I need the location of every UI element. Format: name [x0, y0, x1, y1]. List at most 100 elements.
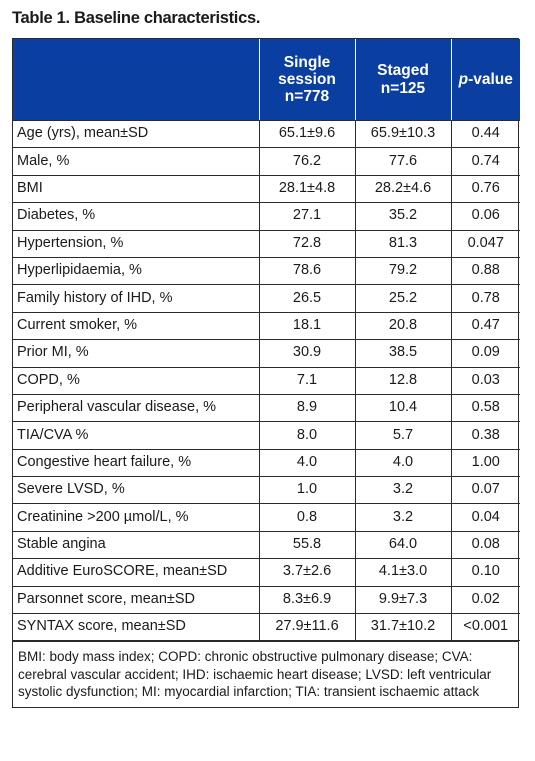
row-p-value: 0.44: [450, 119, 520, 149]
table-row: Diabetes, % 27.1 35.2 0.06: [13, 202, 520, 231]
table-row: Male, % 76.2 77.6 0.74: [13, 147, 520, 176]
row-label: Family history of IHD, %: [13, 284, 260, 313]
row-single-value: 28.1±4.8: [258, 174, 356, 204]
row-label: Male, %: [13, 147, 260, 176]
row-p-value: 0.07: [450, 476, 520, 505]
row-staged-value: 4.1±3.0: [354, 558, 452, 587]
row-staged-value: 10.4: [354, 393, 452, 423]
row-label: Severe LVSD, %: [13, 476, 260, 505]
row-p-value: 0.02: [450, 585, 520, 615]
header-p-value: p-value: [450, 39, 520, 121]
table-row: Congestive heart failure, % 4.0 4.0 1.00: [13, 448, 520, 478]
row-p-value: <0.001: [450, 613, 520, 642]
row-single-value: 8.0: [258, 421, 356, 450]
row-label: TIA/CVA %: [13, 421, 260, 450]
row-label: Prior MI, %: [13, 339, 260, 368]
table-row: Prior MI, % 30.9 38.5 0.09: [13, 339, 520, 368]
table-row: Hypertension, % 72.8 81.3 0.047: [13, 229, 520, 258]
row-staged-value: 5.7: [354, 421, 452, 450]
header-p-italic: p: [458, 70, 469, 88]
row-p-value: 0.06: [450, 202, 520, 231]
header-p-rest: -value: [468, 70, 513, 88]
row-p-value: 0.74: [450, 147, 520, 176]
row-label: Age (yrs), mean±SD: [13, 119, 260, 149]
row-p-value: 0.78: [450, 284, 520, 313]
row-staged-value: 28.2±4.6: [354, 174, 452, 204]
row-single-value: 0.8: [258, 503, 356, 532]
row-p-value: 0.88: [450, 256, 520, 286]
row-staged-value: 3.2: [354, 476, 452, 505]
row-staged-value: 3.2: [354, 503, 452, 532]
row-staged-value: 35.2: [354, 202, 452, 231]
header-staged-line2: n=125: [380, 79, 426, 97]
row-label: BMI: [13, 174, 260, 204]
row-p-value: 1.00: [450, 448, 520, 478]
row-p-value: 0.03: [450, 366, 520, 395]
table-row: Age (yrs), mean±SD 65.1±9.6 65.9±10.3 0.…: [13, 119, 520, 149]
header-single-session: Single session n=778: [258, 39, 356, 121]
table-row: BMI 28.1±4.8 28.2±4.6 0.76: [13, 174, 520, 204]
row-staged-value: 77.6: [354, 147, 452, 176]
row-single-value: 27.1: [258, 202, 356, 231]
row-staged-value: 64.0: [354, 530, 452, 560]
row-label: Creatinine >200 µmol/L, %: [13, 503, 260, 532]
table-row: TIA/CVA % 8.0 5.7 0.38: [13, 421, 520, 450]
row-label: COPD, %: [13, 366, 260, 395]
row-label: Hypertension, %: [13, 229, 260, 258]
table-row: Severe LVSD, % 1.0 3.2 0.07: [13, 476, 520, 505]
header-staged: Staged n=125: [354, 39, 452, 121]
row-single-value: 1.0: [258, 476, 356, 505]
row-single-value: 30.9: [258, 339, 356, 368]
row-label: Stable angina: [13, 530, 260, 560]
row-staged-value: 25.2: [354, 284, 452, 313]
table-row: Parsonnet score, mean±SD 8.3±6.9 9.9±7.3…: [13, 585, 520, 615]
row-single-value: 78.6: [258, 256, 356, 286]
table-row: SYNTAX score, mean±SD 27.9±11.6 31.7±10.…: [13, 613, 520, 642]
row-p-value: 0.09: [450, 339, 520, 368]
row-p-value: 0.10: [450, 558, 520, 587]
row-label: Congestive heart failure, %: [13, 448, 260, 478]
header-staged-line1: Staged: [377, 62, 429, 80]
table-row: Peripheral vascular disease, % 8.9 10.4 …: [13, 393, 520, 423]
row-staged-value: 31.7±10.2: [354, 613, 452, 642]
row-single-value: 18.1: [258, 311, 356, 341]
row-staged-value: 79.2: [354, 256, 452, 286]
header-single-line3: n=778: [284, 88, 330, 106]
row-single-value: 4.0: [258, 448, 356, 478]
row-staged-value: 12.8: [354, 366, 452, 395]
table-footnote: BMI: body mass index; COPD: chronic obst…: [13, 641, 518, 707]
table-row: Current smoker, % 18.1 20.8 0.47: [13, 311, 520, 341]
row-staged-value: 9.9±7.3: [354, 585, 452, 615]
table-body: Age (yrs), mean±SD 65.1±9.6 65.9±10.3 0.…: [13, 119, 520, 642]
row-single-value: 65.1±9.6: [258, 119, 356, 149]
row-single-value: 27.9±11.6: [258, 613, 356, 642]
row-label: Peripheral vascular disease, %: [13, 393, 260, 423]
row-staged-value: 4.0: [354, 448, 452, 478]
header-single-line1: Single: [283, 53, 331, 71]
row-staged-value: 81.3: [354, 229, 452, 258]
header-row: Single session n=778 Staged n=125 p-valu…: [13, 39, 520, 121]
row-label: Current smoker, %: [13, 311, 260, 341]
row-single-value: 55.8: [258, 530, 356, 560]
table-row: Creatinine >200 µmol/L, % 0.8 3.2 0.04: [13, 503, 520, 532]
table-row: Stable angina 55.8 64.0 0.08: [13, 530, 520, 560]
row-staged-value: 65.9±10.3: [354, 119, 452, 149]
row-p-value: 0.38: [450, 421, 520, 450]
row-p-value: 0.08: [450, 530, 520, 560]
row-single-value: 72.8: [258, 229, 356, 258]
row-single-value: 76.2: [258, 147, 356, 176]
table-frame: Single session n=778 Staged n=125 p-valu…: [12, 38, 520, 708]
table-row: Hyperlipidaemia, % 78.6 79.2 0.88: [13, 256, 520, 286]
row-label: Hyperlipidaemia, %: [13, 256, 260, 286]
row-p-value: 0.76: [450, 174, 520, 204]
row-label: Parsonnet score, mean±SD: [13, 585, 260, 615]
table-row: Family history of IHD, % 26.5 25.2 0.78: [13, 284, 520, 313]
row-p-value: 0.47: [450, 311, 520, 341]
table-title: Table 1. Baseline characteristics.: [12, 9, 261, 27]
row-single-value: 7.1: [258, 366, 356, 395]
row-single-value: 8.9: [258, 393, 356, 423]
row-p-value: 0.04: [450, 503, 520, 532]
table-row: COPD, % 7.1 12.8 0.03: [13, 366, 520, 395]
header-single-line2: session: [278, 70, 336, 88]
row-p-value: 0.58: [450, 393, 520, 423]
